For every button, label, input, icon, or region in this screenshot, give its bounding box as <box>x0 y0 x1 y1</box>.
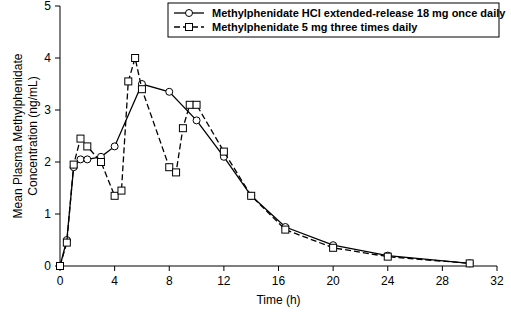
series-marker <box>248 192 255 199</box>
legend-marker <box>186 24 193 31</box>
y-tick <box>55 6 60 7</box>
plot-area <box>57 55 474 270</box>
series-marker <box>173 169 180 176</box>
series-marker <box>70 161 77 168</box>
y-tick-label: 3 <box>44 103 51 117</box>
series-line <box>60 58 470 266</box>
y-tick-label: 5 <box>44 0 51 13</box>
x-tick-label: 8 <box>166 274 173 288</box>
y-tick-label: 2 <box>44 155 51 169</box>
series-marker <box>57 263 64 270</box>
chart: 048121620242832012345Time (h)Mean Plasma… <box>0 0 511 335</box>
legend-label: Methylphenidate 5 mg three times daily <box>212 21 418 33</box>
series-marker <box>97 159 104 166</box>
x-tick <box>442 266 443 271</box>
series-marker <box>118 187 125 194</box>
series-marker <box>248 192 255 199</box>
x-tick <box>169 266 170 271</box>
y-tick <box>55 110 60 111</box>
x-tick-label: 12 <box>217 274 231 288</box>
series-marker <box>166 164 173 171</box>
series-marker <box>282 226 289 233</box>
series-marker <box>77 135 84 142</box>
y-axis <box>60 6 61 266</box>
legend-label: Methylphenidate HCl extended-release 18 … <box>212 7 506 19</box>
x-tick-label: 16 <box>272 274 286 288</box>
series-marker <box>77 156 84 163</box>
x-tick-label: 20 <box>326 274 340 288</box>
y-axis-label-line: Concentration (ng/mL) <box>26 76 40 195</box>
y-tick <box>55 58 60 59</box>
x-axis-label: Time (h) <box>256 293 300 307</box>
y-tick-label: 1 <box>44 207 51 221</box>
series-marker <box>125 78 132 85</box>
series-line <box>60 84 470 266</box>
series-marker <box>111 192 118 199</box>
y-tick-label: 0 <box>44 259 51 273</box>
y-tick-label: 4 <box>44 51 51 65</box>
x-tick <box>497 266 498 271</box>
series-marker <box>84 143 91 150</box>
series-marker <box>166 88 173 95</box>
series-marker <box>132 55 139 62</box>
x-tick-label: 24 <box>381 274 395 288</box>
series-marker <box>193 101 200 108</box>
x-tick <box>278 266 279 271</box>
x-tick-label: 0 <box>57 274 64 288</box>
legend-marker <box>186 10 193 17</box>
series-marker <box>220 148 227 155</box>
series-marker <box>466 260 473 267</box>
x-tick <box>333 266 334 271</box>
y-axis-label-line: Mean Plasma Methylphenidate <box>11 53 25 218</box>
series-marker <box>466 260 473 267</box>
x-tick-label: 4 <box>111 274 118 288</box>
y-axis-label: Mean Plasma MethylphenidateConcentration… <box>11 53 40 218</box>
x-tick <box>223 266 224 271</box>
series-marker <box>193 117 200 124</box>
series-marker <box>63 239 70 246</box>
series-marker <box>138 86 145 93</box>
series-marker <box>330 244 337 251</box>
series-marker <box>57 263 64 270</box>
legend: Methylphenidate HCl extended-release 18 … <box>168 3 506 37</box>
series-marker <box>111 143 118 150</box>
series-marker <box>179 125 186 132</box>
x-tick-label: 28 <box>436 274 450 288</box>
y-tick <box>55 214 60 215</box>
y-tick <box>55 162 60 163</box>
x-tick <box>114 266 115 271</box>
x-tick <box>387 266 388 271</box>
series-marker <box>186 101 193 108</box>
series-marker <box>84 156 91 163</box>
series-marker <box>384 253 391 260</box>
x-tick-label: 32 <box>490 274 504 288</box>
